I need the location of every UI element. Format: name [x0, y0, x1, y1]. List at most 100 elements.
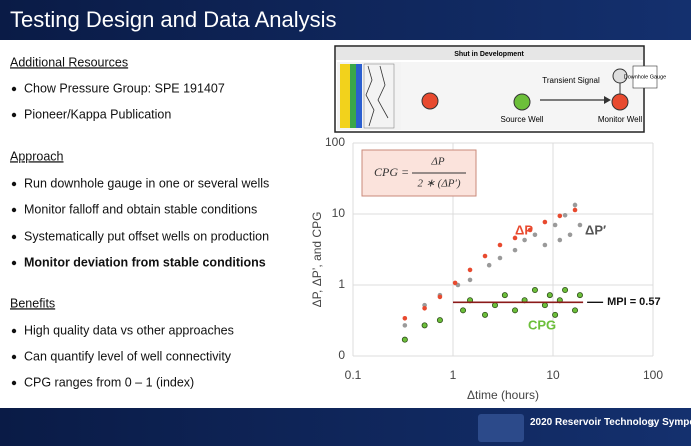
bullet-dot: [11, 207, 17, 213]
point: [422, 305, 427, 311]
log-track: [363, 63, 395, 129]
point: [567, 232, 573, 238]
header-band: [0, 0, 691, 40]
logo: [478, 414, 524, 442]
point: [542, 242, 548, 248]
bullet-text: Systematically put offset wells on produ…: [24, 229, 269, 243]
point: [402, 323, 408, 328]
point: [467, 277, 473, 283]
point: [576, 292, 583, 299]
point: [552, 311, 559, 318]
x-tick-label: 10: [546, 368, 560, 382]
bullet-dot: [11, 354, 17, 360]
point: [572, 307, 579, 314]
well: [421, 92, 439, 110]
signal-label-text: Transient Signal: [542, 76, 600, 85]
bullet-dot: [11, 181, 17, 187]
footer-event-text: 2020 Reservoir Technology Symposium: [530, 417, 691, 428]
point: [527, 227, 533, 233]
y-tick-label: 1: [338, 277, 345, 291]
x-tick-label: 1: [450, 368, 457, 382]
point: [482, 253, 488, 259]
log-track: [340, 64, 350, 128]
point: [401, 336, 408, 343]
page-number: 5: [650, 419, 655, 428]
formula-lhs: CPG =: [374, 165, 409, 179]
footer-band: [0, 408, 691, 446]
monitor-label: Monitor Well: [598, 115, 643, 124]
bullet-dot: [11, 234, 17, 240]
y-tick-label: 100: [325, 135, 345, 149]
series-label: ΔP: [515, 222, 533, 237]
bullet-dot: [11, 380, 17, 386]
point: [572, 207, 578, 213]
slide-title: Testing Design and Data Analysis: [10, 7, 337, 32]
monitor-well: [611, 93, 629, 111]
point: [577, 222, 583, 228]
point: [532, 232, 538, 238]
point: [562, 212, 568, 218]
log-track: [350, 64, 356, 128]
y-tick-label: 10: [332, 206, 346, 220]
formula-den: 2 ∗ (ΔP′): [417, 178, 460, 190]
y-axis-label: ΔP, ΔP’, and CPG: [310, 212, 324, 308]
point: [562, 287, 569, 294]
log-curve: [365, 65, 389, 127]
point: [467, 267, 473, 273]
point: [522, 237, 527, 243]
point: [452, 280, 458, 286]
bullet-text: CPG ranges from 0 – 1 (index): [24, 375, 194, 389]
bullet-text: Can quantify level of well connectivity: [24, 349, 232, 363]
bullet-dot: [11, 112, 17, 118]
point: [436, 317, 443, 324]
point: [497, 255, 503, 261]
y-tick-label: 0: [338, 348, 345, 362]
point: [552, 222, 558, 228]
point: [497, 242, 503, 248]
point: [402, 315, 408, 321]
section-heading: Additional Resources: [10, 55, 128, 69]
series-label: ΔP′: [585, 222, 606, 237]
point: [512, 247, 518, 253]
point: [572, 202, 578, 208]
mpi-label: MPI = 0.57: [607, 296, 661, 308]
series-label: CPG: [528, 317, 556, 332]
bullet-text: Monitor falloff and obtain stable condit…: [24, 202, 257, 216]
bullet-text: Chow Pressure Group: SPE 191407: [24, 81, 225, 95]
gauge: [612, 68, 628, 84]
point: [486, 262, 492, 268]
x-tick-label: 0.1: [345, 368, 362, 382]
point: [557, 213, 563, 219]
diagram-title: Shut in Development: [454, 51, 524, 58]
gauge-label: Downhole Gauge: [624, 74, 667, 80]
formula-num: ΔP: [430, 156, 444, 168]
section-heading: Approach: [10, 149, 64, 163]
bullet-text: Monitor deviation from stable conditions: [24, 255, 266, 269]
bullet-text: Pioneer/Kappa Publication: [24, 107, 171, 121]
bullet-dot: [11, 328, 17, 334]
section-heading: Benefits: [10, 296, 55, 310]
footer-event: 2020 Reservoir Technology Symposium: [530, 417, 691, 428]
point: [531, 287, 538, 294]
point: [546, 292, 553, 299]
x-axis-label: Δtime (hours): [467, 388, 539, 402]
bullet-text: Run downhole gauge in one or several wel…: [24, 176, 269, 190]
bullet-dot: [11, 260, 17, 266]
bullet-text: High quality data vs other approaches: [24, 323, 234, 337]
point: [501, 292, 508, 299]
arrow-head: [604, 96, 611, 104]
source-well: [513, 93, 531, 111]
bullet-dot: [11, 86, 17, 92]
point: [541, 302, 548, 309]
point: [482, 311, 489, 318]
diagram: Shut in Development Source Well Transien…: [334, 45, 667, 133]
point: [512, 307, 519, 314]
diagram-title-bar: [336, 47, 643, 60]
point: [557, 237, 563, 243]
source-label: Source Well: [501, 115, 544, 124]
point: [421, 322, 428, 329]
x-tick-label: 100: [643, 368, 663, 382]
point: [437, 294, 443, 300]
